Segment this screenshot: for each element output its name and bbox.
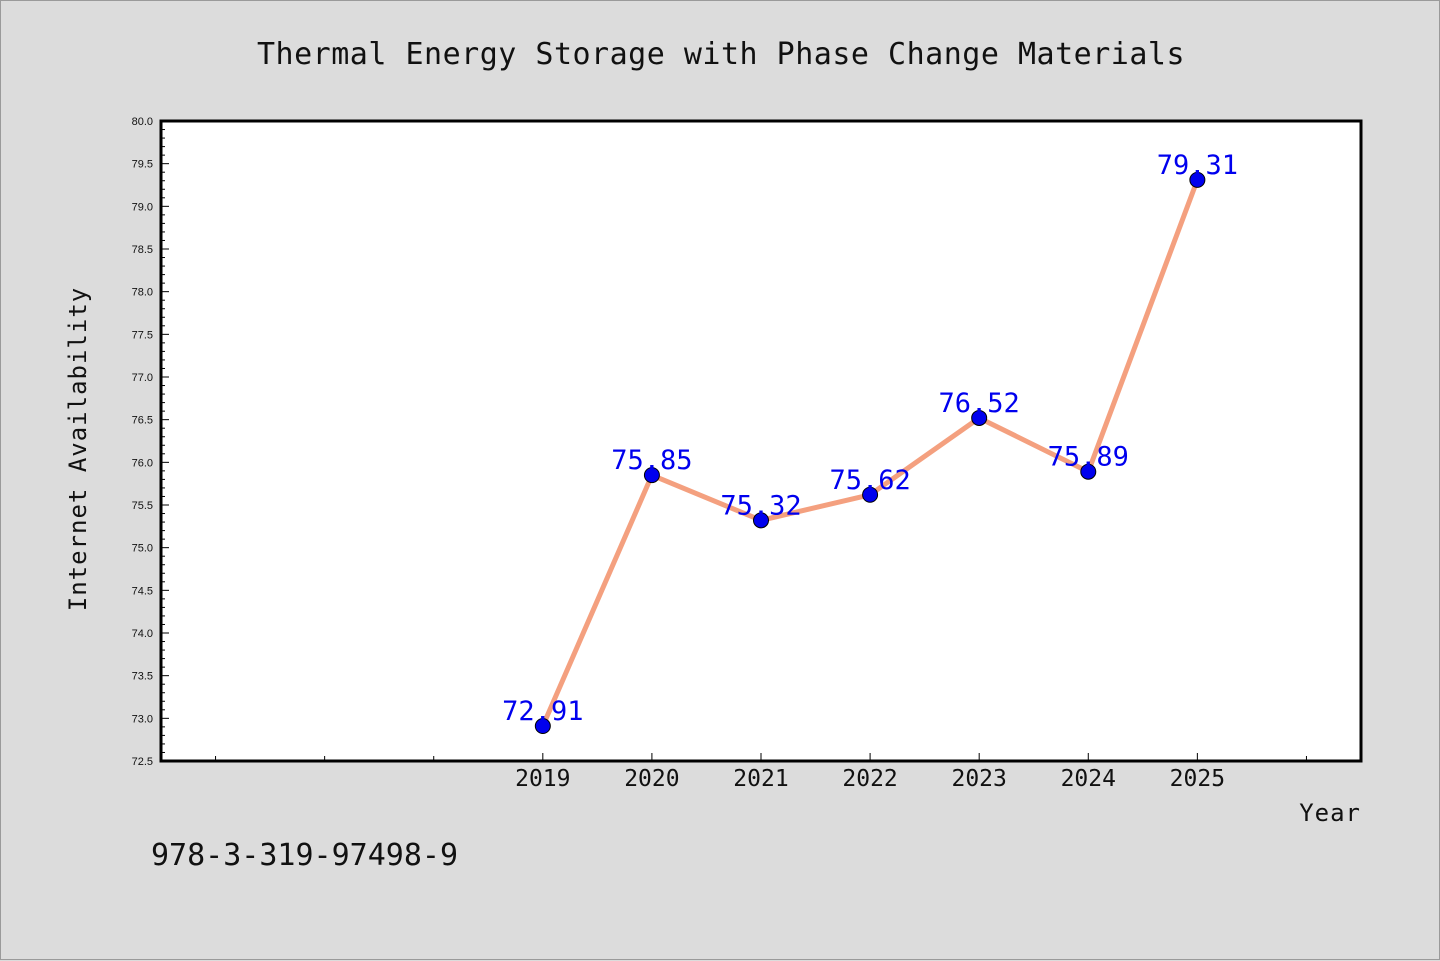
- x-tick-label: 2025: [1170, 766, 1225, 792]
- y-tick-label: 74.5: [132, 585, 153, 597]
- x-tick-label: 2020: [624, 766, 679, 792]
- data-label: 75.62: [829, 465, 910, 496]
- y-tick-label: 79.5: [132, 159, 153, 171]
- data-point: [534, 718, 551, 735]
- data-label: 72.91: [502, 696, 583, 727]
- y-tick-label: 78.5: [132, 244, 153, 256]
- plot-area: [159, 119, 1363, 763]
- data-point: [753, 512, 769, 529]
- y-tick-label: 73.5: [132, 671, 153, 683]
- x-tick-label: 2023: [951, 766, 1006, 792]
- x-axis-label: Year: [1299, 799, 1361, 827]
- data-series: 72.91 75.85 75.32 75.62 76.52 75.89 79.31: [502, 150, 1238, 735]
- data-point: [1080, 463, 1097, 480]
- x-tick-label: 2022: [842, 766, 897, 792]
- y-tick-label: 75.5: [132, 500, 153, 512]
- y-tick-label: 73.0: [132, 713, 153, 725]
- y-tick-label: 75.0: [132, 543, 153, 555]
- data-label: 79.31: [1157, 150, 1238, 181]
- x-tick-label: 2021: [733, 766, 788, 792]
- data-label: 75.85: [611, 445, 692, 476]
- chart-title: Thermal Energy Storage with Phase Change…: [257, 37, 1185, 72]
- data-point: [1189, 171, 1206, 188]
- footnote-isbn: 978-3-319-97498-9: [151, 838, 458, 873]
- y-tick-label: 79.0: [132, 201, 153, 213]
- data-point: [862, 486, 879, 503]
- x-axis: 2019 2020 2021 2022 2023 2024 2025: [215, 753, 1307, 792]
- y-axis-label: Internet Availability: [64, 287, 92, 611]
- data-label: 76.52: [939, 388, 1020, 419]
- x-tick-label: 2019: [515, 766, 570, 792]
- y-tick-label: 77.0: [132, 372, 153, 384]
- x-tick-label: 2024: [1061, 766, 1116, 792]
- y-tick-label: 78.0: [132, 287, 153, 299]
- y-tick-label: 72.5: [132, 756, 153, 768]
- y-tick-label: 76.0: [132, 457, 153, 469]
- y-tick-label: 74.0: [132, 628, 153, 640]
- data-label: 75.32: [720, 490, 801, 521]
- data-label: 75.89: [1048, 442, 1129, 473]
- y-axis: 72.5 73.0 73.5 74.0 74.5 75.0 75.5 76.0 76.5 77.0…: [132, 116, 169, 768]
- y-tick-label: 80.0: [132, 116, 153, 128]
- data-point: [643, 467, 660, 484]
- data-point: [971, 409, 988, 426]
- y-tick-label: 77.5: [132, 329, 153, 341]
- y-tick-label: 76.5: [132, 415, 153, 427]
